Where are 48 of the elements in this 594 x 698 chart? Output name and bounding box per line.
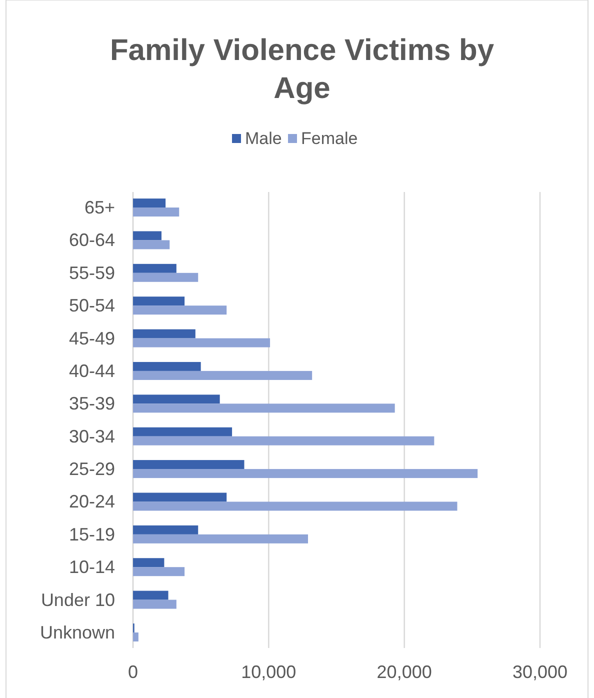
bar [133, 272, 198, 282]
y-tick-label: 45-49 [68, 328, 115, 348]
bar [133, 502, 458, 511]
bar [133, 427, 232, 436]
bar [133, 590, 168, 600]
bar [133, 600, 176, 609]
bar [133, 460, 244, 470]
bar [133, 558, 164, 568]
y-tick-label: 20-24 [68, 492, 115, 512]
bar [133, 240, 170, 250]
x-tick-label: 0 [128, 662, 138, 682]
bar [133, 404, 395, 413]
chart-title: Family Violence Victims by Age [110, 34, 494, 105]
y-tick-label: Under 10 [40, 590, 115, 610]
bar [133, 264, 176, 273]
y-tick-label: 15-19 [68, 524, 115, 544]
bar [133, 231, 162, 240]
x-tick-label: 30,000 [512, 662, 568, 682]
bar [133, 534, 308, 544]
y-tick-label: 10-14 [68, 557, 115, 578]
bar [133, 329, 196, 338]
bar [133, 370, 312, 380]
bar [133, 362, 201, 371]
y-tick-label: 25-29 [68, 459, 115, 480]
legend-label: Female [301, 129, 358, 148]
bar [133, 306, 227, 315]
y-tick-label: 65+ [84, 198, 115, 218]
bar [133, 208, 180, 217]
bar [133, 436, 434, 446]
bar [133, 296, 185, 306]
x-tick-label: 10,000 [241, 662, 296, 682]
bar [133, 632, 138, 642]
bar [133, 525, 198, 534]
bar [133, 469, 478, 478]
bar [133, 492, 227, 502]
bar [133, 567, 185, 576]
bar [133, 394, 220, 404]
y-tick-label: 60-64 [68, 230, 115, 250]
y-tick-label: 50-54 [68, 296, 115, 316]
y-tick-label: 55-59 [68, 262, 115, 283]
x-tick-label: 20,000 [376, 662, 432, 682]
bar [133, 198, 166, 208]
bar [133, 338, 270, 348]
y-tick-label: Unknown [40, 622, 115, 642]
y-tick-label: 30-34 [68, 426, 115, 446]
y-tick-label: 35-39 [68, 394, 115, 414]
y-tick-label: 40-44 [68, 360, 115, 381]
legend-label: Male [245, 129, 282, 148]
